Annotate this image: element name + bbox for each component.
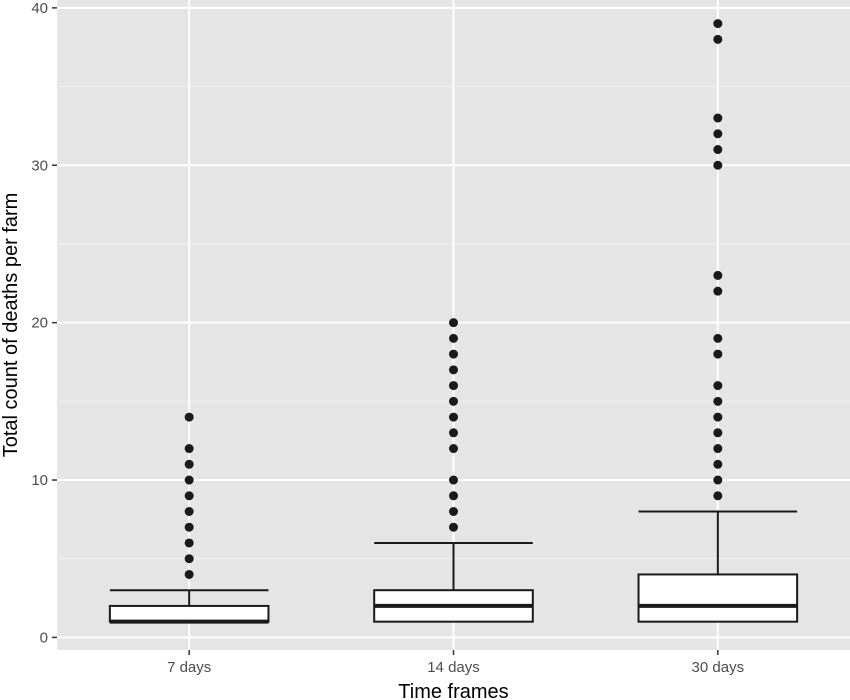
outlier-point	[713, 270, 723, 280]
y-tick-label: 0	[40, 629, 48, 646]
outlier-point	[713, 34, 723, 44]
outlier-point	[713, 475, 723, 485]
x-tick-label: 30 days	[692, 659, 745, 676]
outlier-point	[449, 333, 458, 343]
outlier-point	[184, 475, 194, 485]
box-iqr	[108, 604, 270, 623]
outlier-point	[713, 381, 723, 391]
outlier-point	[713, 459, 723, 469]
outlier-point	[713, 160, 723, 170]
outlier-point	[449, 444, 458, 454]
outlier-point	[184, 491, 194, 501]
outlier-point	[449, 491, 458, 501]
outlier-point	[449, 428, 458, 438]
box-group	[373, 318, 534, 623]
y-tick-label: 20	[31, 315, 48, 332]
outlier-point	[184, 538, 194, 548]
x-tick-label: 7 days	[167, 659, 211, 676]
outlier-point	[184, 569, 194, 579]
box-group	[108, 412, 270, 624]
outlier-point	[449, 475, 458, 485]
outlier-point	[713, 412, 723, 422]
outlier-point	[713, 444, 723, 454]
outlier-point	[713, 349, 723, 359]
outlier-point	[449, 318, 458, 328]
outlier-point	[713, 113, 723, 123]
outlier-point	[713, 286, 723, 296]
outlier-point	[713, 428, 723, 438]
boxplot-series	[108, 19, 799, 624]
outlier-point	[713, 19, 723, 29]
x-axis: 7 days 14 days 30 days	[167, 650, 744, 676]
outlier-point	[449, 522, 458, 532]
outlier-point	[713, 145, 723, 155]
outlier-point	[713, 396, 723, 406]
outlier-point	[449, 507, 458, 517]
outlier-point	[449, 365, 458, 375]
outlier-point	[184, 522, 194, 532]
outlier-point	[184, 412, 194, 422]
outlier-point	[184, 444, 194, 454]
x-axis-title: Time frames	[398, 681, 508, 700]
outlier-point	[449, 349, 458, 359]
box-group	[637, 19, 799, 623]
outlier-point	[449, 412, 458, 422]
outlier-point	[184, 507, 194, 517]
box-iqr	[637, 573, 799, 623]
y-tick-label: 30	[31, 157, 48, 174]
outlier-point	[713, 491, 723, 501]
outlier-point	[713, 129, 723, 139]
x-tick-label: 14 days	[427, 659, 480, 676]
outlier-point	[184, 554, 194, 564]
outlier-point	[184, 459, 194, 469]
outlier-point	[449, 381, 458, 391]
y-axis-title: Total count of deaths per farm	[0, 193, 22, 458]
y-tick-label: 40	[31, 0, 48, 17]
outlier-point	[713, 333, 723, 343]
outlier-point	[449, 396, 458, 406]
y-axis: 0 10 20 30 40	[31, 0, 57, 646]
y-tick-label: 10	[31, 472, 48, 489]
